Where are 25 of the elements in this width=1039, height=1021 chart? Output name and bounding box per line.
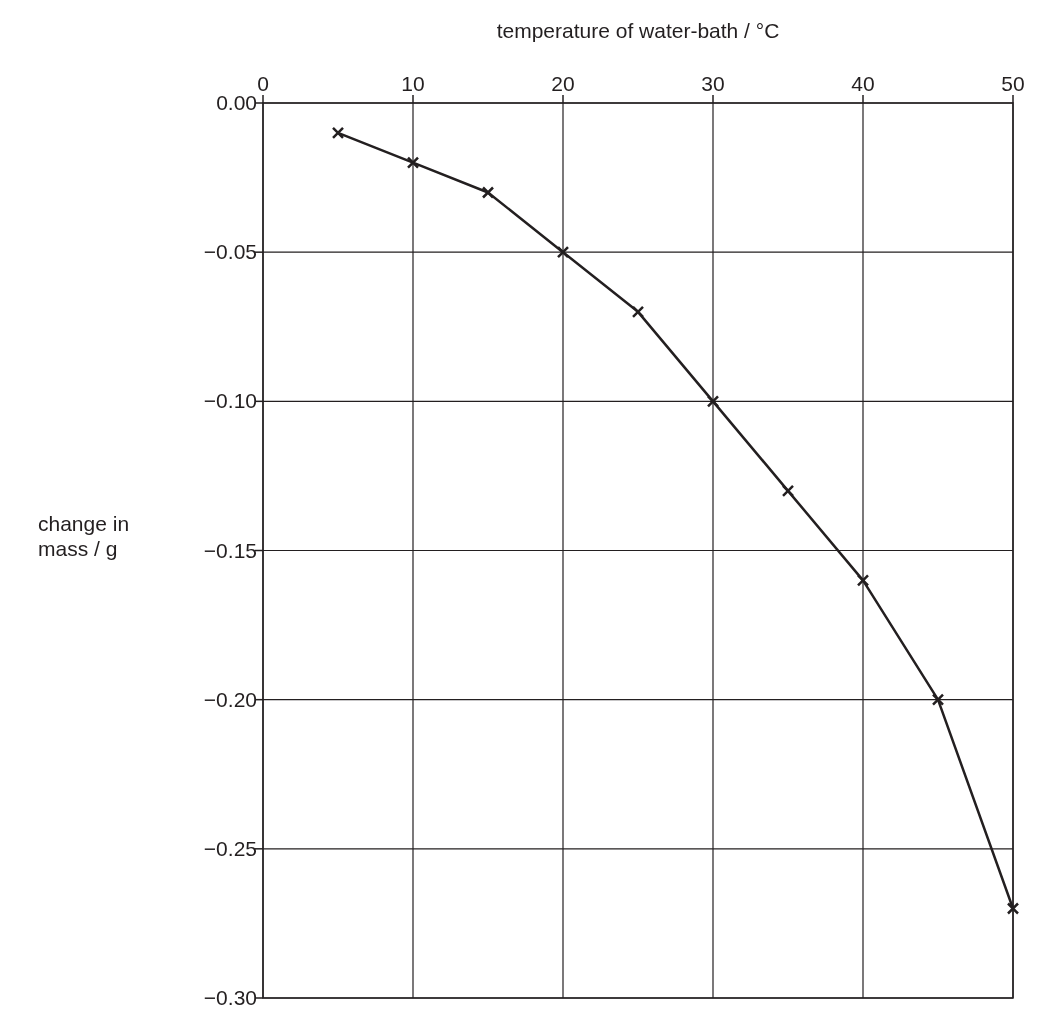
x-tick-label: 0 [257, 72, 269, 95]
point [331, 126, 345, 140]
x-tick-label: 10 [401, 72, 425, 95]
y-tick-label: 0.00 [216, 91, 257, 114]
y-tick-label: −0.20 [203, 687, 257, 711]
point [706, 395, 720, 408]
x-tick-label: 50 [1001, 72, 1025, 95]
point [556, 245, 570, 259]
point [631, 305, 645, 319]
y-tick-label: −0.25 [203, 836, 257, 860]
y-tick-label: −0.05 [203, 240, 257, 264]
point [1006, 902, 1020, 915]
y-axis-title: change in mass / g [38, 511, 130, 560]
point [931, 693, 945, 706]
point [406, 156, 420, 169]
y-tick-label: −0.10 [203, 389, 257, 413]
x-tick-label: 20 [551, 72, 575, 95]
point [856, 574, 870, 587]
y-tick-label: −0.15 [203, 538, 257, 562]
point [481, 186, 495, 199]
x-tick-label: 30 [701, 72, 725, 95]
point [781, 484, 795, 498]
x-tick-label: 40 [851, 72, 875, 95]
x-axis-title: temperature of water-bath / °C [496, 19, 780, 42]
y-tick-label: −0.30 [203, 986, 257, 1009]
